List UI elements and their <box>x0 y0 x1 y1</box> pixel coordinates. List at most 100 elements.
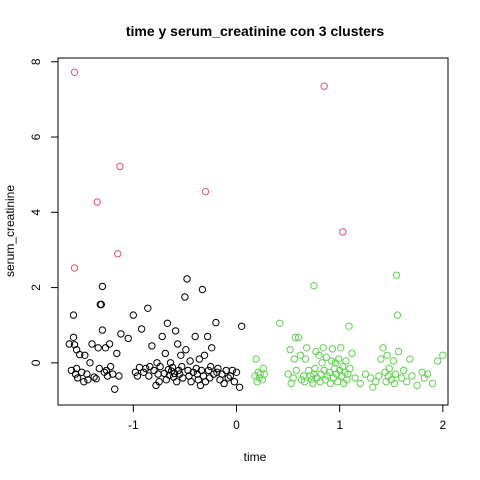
data-point-cluster-1 <box>84 376 92 384</box>
data-point-cluster-1 <box>214 364 222 373</box>
x-tick-label: 1 <box>336 418 343 432</box>
data-point-cluster-3 <box>390 379 398 388</box>
data-point-cluster-1 <box>195 355 204 363</box>
data-point-cluster-3 <box>391 370 400 378</box>
data-point-cluster-3 <box>301 355 310 363</box>
data-point-cluster-1 <box>191 332 199 341</box>
data-point-cluster-1 <box>72 364 81 373</box>
data-point-cluster-1 <box>145 372 153 380</box>
data-point-cluster-1 <box>178 362 186 371</box>
data-point-cluster-3 <box>366 374 375 382</box>
data-point-cluster-1 <box>83 370 91 378</box>
data-point-cluster-3 <box>289 374 297 382</box>
data-point-cluster-3 <box>439 351 447 359</box>
data-point-cluster-1 <box>146 362 154 371</box>
data-point-cluster-1 <box>129 311 138 319</box>
data-point-cluster-3 <box>379 344 387 352</box>
data-point-cluster-1 <box>230 378 239 386</box>
data-point-cluster-1 <box>111 385 119 393</box>
data-point-cluster-3 <box>309 379 317 388</box>
data-point-cluster-1 <box>184 366 192 375</box>
chart-title: time y serum_creatinine con 3 clusters <box>126 23 385 39</box>
data-point-cluster-1 <box>88 340 96 348</box>
data-point-cluster-3 <box>434 357 442 365</box>
data-point-cluster-3 <box>377 355 385 363</box>
y-tick-label: 4 <box>29 209 43 216</box>
data-point-cluster-3 <box>361 370 370 378</box>
data-point-cluster-3 <box>325 368 333 376</box>
data-point-cluster-3 <box>399 366 408 375</box>
data-point-cluster-1 <box>86 359 94 367</box>
x-tick-label: -1 <box>128 418 139 432</box>
data-point-cluster-1 <box>117 330 125 338</box>
data-point-cluster-1 <box>156 362 164 371</box>
data-point-cluster-1 <box>203 332 212 341</box>
data-point-cluster-3 <box>318 359 326 367</box>
data-point-cluster-3 <box>322 353 330 361</box>
data-point-cluster-1 <box>101 344 110 352</box>
data-point-cluster-1 <box>90 373 98 381</box>
data-point-cluster-1 <box>144 304 152 312</box>
data-point-cluster-2 <box>339 228 347 236</box>
data-point-cluster-1 <box>139 368 148 376</box>
data-point-cluster-3 <box>290 355 298 363</box>
data-point-cluster-1 <box>69 333 78 341</box>
data-point-cluster-3 <box>260 370 268 378</box>
data-point-cluster-1 <box>224 374 232 382</box>
data-point-cluster-3 <box>311 364 319 373</box>
data-point-cluster-1 <box>160 369 169 378</box>
data-point-cluster-3 <box>296 351 305 359</box>
data-point-cluster-1 <box>105 340 114 348</box>
data-point-cluster-3 <box>392 271 401 279</box>
data-point-cluster-1 <box>95 364 104 373</box>
data-point-cluster-1 <box>106 362 115 371</box>
data-point-cluster-1 <box>187 378 195 386</box>
data-point-cluster-3 <box>286 346 294 354</box>
data-point-cluster-3 <box>276 319 284 327</box>
data-point-cluster-3 <box>334 355 343 363</box>
data-point-cluster-1 <box>137 325 146 333</box>
data-point-cluster-3 <box>252 355 260 363</box>
data-point-cluster-3 <box>342 357 350 365</box>
x-axis: -1 0 1 2 <box>128 404 446 432</box>
data-point-cluster-3 <box>310 282 318 290</box>
x-axis-label: time <box>244 450 267 464</box>
data-point-cluster-1 <box>113 349 121 358</box>
data-point-cluster-3 <box>323 372 331 380</box>
x-tick-label: 0 <box>233 418 240 432</box>
data-point-cluster-2 <box>116 162 124 171</box>
data-point-cluster-1 <box>124 334 132 343</box>
x-tick-label: 2 <box>439 418 446 432</box>
y-axis: 0 2 4 6 8 <box>29 58 59 366</box>
data-point-cluster-1 <box>163 319 172 327</box>
data-point-cluster-3 <box>389 357 397 365</box>
data-point-cluster-3 <box>345 322 353 330</box>
data-point-cluster-2 <box>70 68 79 77</box>
data-point-cluster-3 <box>346 364 354 373</box>
data-point-cluster-2 <box>320 82 328 90</box>
data-point-cluster-1 <box>92 375 100 383</box>
data-point-cluster-1 <box>76 350 84 359</box>
data-point-cluster-1 <box>98 326 107 334</box>
data-point-cluster-1 <box>235 383 244 391</box>
data-point-cluster-1 <box>155 378 163 386</box>
data-point-cluster-1 <box>103 372 112 380</box>
data-point-cluster-1 <box>115 372 123 380</box>
data-point-cluster-1 <box>173 378 181 386</box>
data-point-cluster-1 <box>182 346 190 354</box>
data-point-cluster-3 <box>337 344 345 352</box>
data-point-cluster-3 <box>351 374 359 382</box>
data-point-cluster-1 <box>133 372 142 380</box>
data-point-cluster-3 <box>343 376 351 384</box>
data-point-cluster-3 <box>326 379 335 388</box>
data-point-cluster-3 <box>393 311 402 319</box>
data-point-cluster-3 <box>327 357 336 365</box>
y-axis-label: serum_creatinine <box>3 185 17 277</box>
data-point-cluster-1 <box>174 340 182 348</box>
data-point-cluster-3 <box>316 378 324 386</box>
data-point-cluster-3 <box>383 351 391 359</box>
data-point-cluster-2 <box>93 198 101 206</box>
data-point-cluster-3 <box>292 366 300 375</box>
data-point-cluster-3 <box>375 372 383 380</box>
